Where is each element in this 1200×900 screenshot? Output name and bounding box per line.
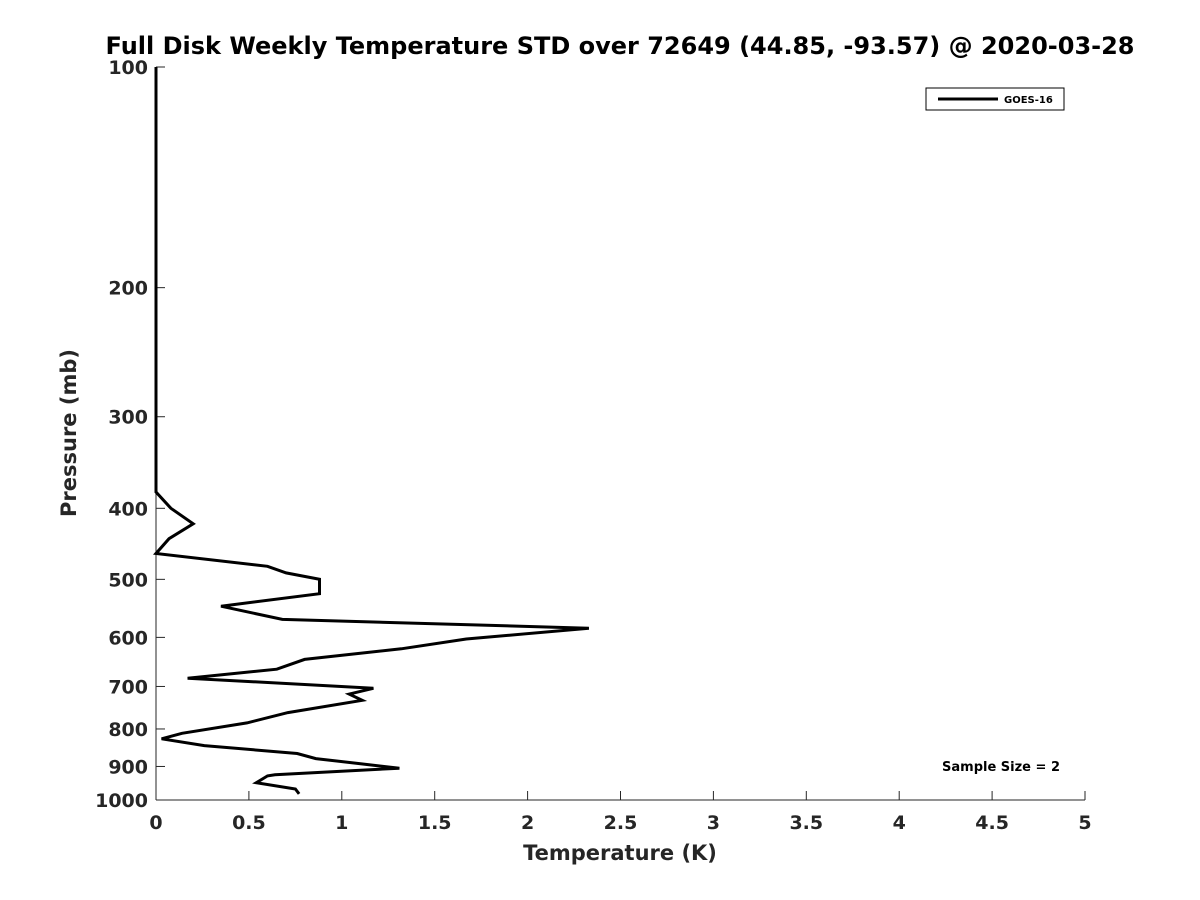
series-lines [152, 67, 590, 795]
x-tick-label: 2.5 [604, 812, 638, 834]
legend-label-goes16: GOES-16 [1004, 95, 1053, 106]
x-tick-label: 4.5 [975, 812, 1009, 834]
x-ticks: 0 0.5 1 1.5 2 2.5 3 3.5 4 4.5 5 [149, 791, 1092, 834]
x-axis-label: Temperature (K) [523, 841, 717, 865]
y-tick-label: 800 [108, 719, 148, 741]
y-tick-label: 900 [108, 756, 148, 778]
x-tick-label: 1.5 [418, 812, 452, 834]
x-tick-label: 3 [707, 812, 720, 834]
y-tick-label: 500 [108, 569, 148, 591]
x-tick-label: 5 [1078, 812, 1091, 834]
legend: GOES-16 [925, 87, 1065, 111]
y-ticks: 100 200 300 400 500 600 700 800 900 1000 [95, 57, 165, 812]
series-line-goes-16 [152, 67, 590, 795]
y-tick-label: 400 [108, 498, 148, 520]
y-axis-label: Pressure (mb) [57, 349, 81, 517]
y-tick-label: 600 [108, 627, 148, 649]
sample-size-annotation: Sample Size = 2 [942, 760, 1060, 775]
x-tick-label: 0.5 [232, 812, 266, 834]
x-tick-label: 4 [893, 812, 906, 834]
y-tick-label: 300 [108, 407, 148, 429]
y-tick-label: 200 [108, 278, 148, 300]
y-tick-label: 1000 [95, 790, 148, 812]
chart-title: Full Disk Weekly Temperature STD over 72… [106, 32, 1135, 60]
axes [155, 67, 1085, 801]
y-tick-label: 700 [108, 676, 148, 698]
x-tick-label: 1 [335, 812, 348, 834]
y-tick-label: 100 [108, 57, 148, 79]
x-tick-label: 2 [521, 812, 534, 834]
x-tick-label: 3.5 [789, 812, 823, 834]
x-tick-label: 0 [149, 812, 162, 834]
